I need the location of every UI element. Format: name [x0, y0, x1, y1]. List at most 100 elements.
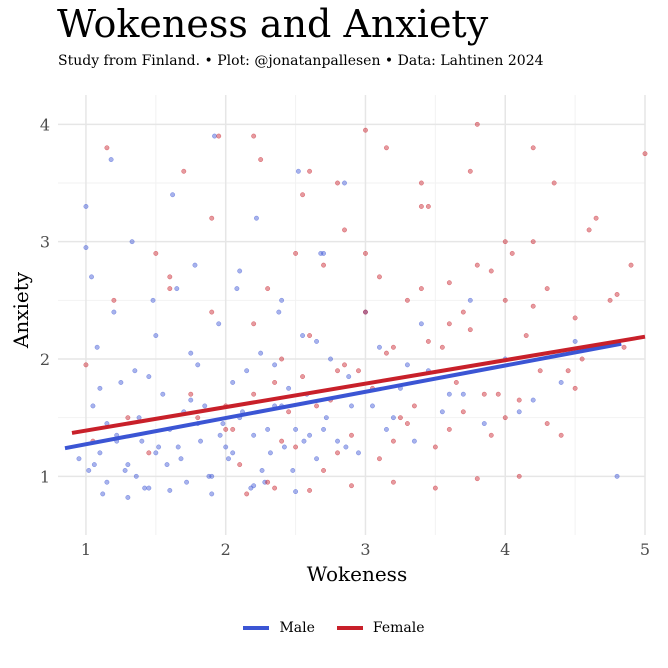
data-point-female	[342, 362, 347, 368]
data-point-female	[544, 286, 550, 292]
data-point-female	[544, 421, 550, 426]
x-tick-label: 3	[360, 540, 370, 559]
data-point-male	[318, 250, 324, 256]
data-point-male	[153, 333, 159, 338]
data-point-female	[481, 391, 487, 397]
x-tick-label: 2	[221, 540, 231, 559]
data-point-male	[206, 473, 212, 479]
data-point-female	[439, 344, 445, 350]
data-point-male	[390, 415, 396, 421]
data-point-female	[390, 479, 396, 485]
data-point-male	[251, 432, 257, 438]
legend-key-male	[243, 626, 270, 630]
data-point-male	[156, 444, 162, 450]
y-tick-labels: 1 2 3 4	[40, 115, 50, 486]
data-point-female	[495, 391, 501, 397]
chart-subtitle: Study from Finland. • Plot: @jonatanpall…	[58, 53, 544, 69]
data-point-female	[404, 297, 410, 303]
data-point-male	[139, 438, 145, 444]
data-point-female	[446, 280, 452, 286]
data-point-female	[432, 444, 438, 450]
data-point-male	[217, 432, 223, 438]
data-point-male	[97, 450, 103, 456]
data-point-male	[104, 479, 110, 485]
data-point-male	[251, 483, 257, 489]
data-point-female	[565, 368, 571, 374]
data-point-female	[237, 462, 243, 468]
y-tick-label: 3	[40, 233, 50, 252]
data-point-male	[293, 489, 299, 495]
data-point-female	[488, 268, 494, 274]
data-point-male	[111, 309, 117, 315]
data-point-male	[481, 421, 487, 426]
data-point-female	[558, 432, 564, 438]
data-point-female	[642, 151, 648, 157]
data-point-female	[146, 450, 152, 456]
data-point-female	[265, 286, 271, 292]
data-point-female	[307, 333, 313, 338]
data-point-male	[572, 338, 578, 344]
data-point-male	[418, 321, 424, 327]
data-point-female	[586, 227, 592, 233]
data-point-female	[293, 444, 299, 450]
data-point-female	[342, 227, 347, 233]
data-point-male	[209, 473, 215, 479]
data-point-female	[104, 145, 110, 151]
data-point-female	[397, 415, 403, 421]
data-point-male	[254, 215, 259, 221]
data-point-male	[226, 456, 231, 462]
data-point-male	[223, 444, 229, 450]
data-point-male	[460, 391, 466, 397]
data-point-female	[223, 426, 229, 432]
legend-label-female: Female	[372, 620, 425, 636]
data-point-male	[614, 473, 620, 479]
data-point-male	[377, 344, 382, 350]
data-point-male	[198, 438, 204, 444]
data-point-male	[164, 462, 170, 468]
data-point-female	[579, 356, 585, 362]
trend-line-male	[64, 341, 622, 451]
data-point-female	[502, 297, 508, 303]
data-point-male	[290, 468, 296, 473]
data-point-male	[94, 344, 100, 350]
data-point-female	[418, 286, 424, 292]
data-point-female	[209, 215, 215, 221]
x-tick-label: 1	[81, 540, 91, 559]
data-point-male	[237, 268, 243, 274]
data-point-male	[133, 473, 139, 479]
data-point-female	[335, 368, 340, 374]
data-point-female	[258, 157, 264, 162]
x-tick-label: 4	[500, 540, 510, 559]
data-point-female	[251, 133, 257, 139]
data-point-female	[502, 239, 508, 245]
data-point-female	[167, 286, 173, 292]
data-point-male	[118, 380, 124, 385]
data-point-male	[89, 274, 94, 280]
data-point-female	[383, 145, 389, 151]
data-point-female	[467, 168, 473, 174]
data-point-male	[125, 462, 131, 468]
data-point-male	[100, 491, 106, 497]
data-point-male	[346, 374, 352, 380]
data-point-female	[314, 403, 320, 409]
data-point-female	[411, 403, 417, 409]
data-point-female	[474, 476, 480, 482]
data-point-female	[460, 409, 466, 415]
x-tick-labels: 1 2 3 4 5	[81, 540, 650, 559]
data-point-male	[356, 450, 361, 456]
data-point-female	[467, 327, 473, 333]
data-point-male	[301, 438, 307, 444]
data-point-male	[216, 321, 222, 327]
data-point-female	[153, 250, 159, 256]
data-point-female	[418, 204, 424, 209]
data-point-female	[390, 344, 396, 350]
data-point-female	[307, 487, 313, 493]
data-point-female	[432, 485, 438, 491]
data-point-male	[307, 432, 313, 438]
data-point-male	[328, 356, 333, 362]
data-point-female	[349, 432, 354, 438]
data-point-female	[363, 127, 368, 133]
data-point-female	[446, 321, 452, 327]
data-point-male	[178, 456, 184, 462]
data-point-female	[251, 321, 257, 327]
